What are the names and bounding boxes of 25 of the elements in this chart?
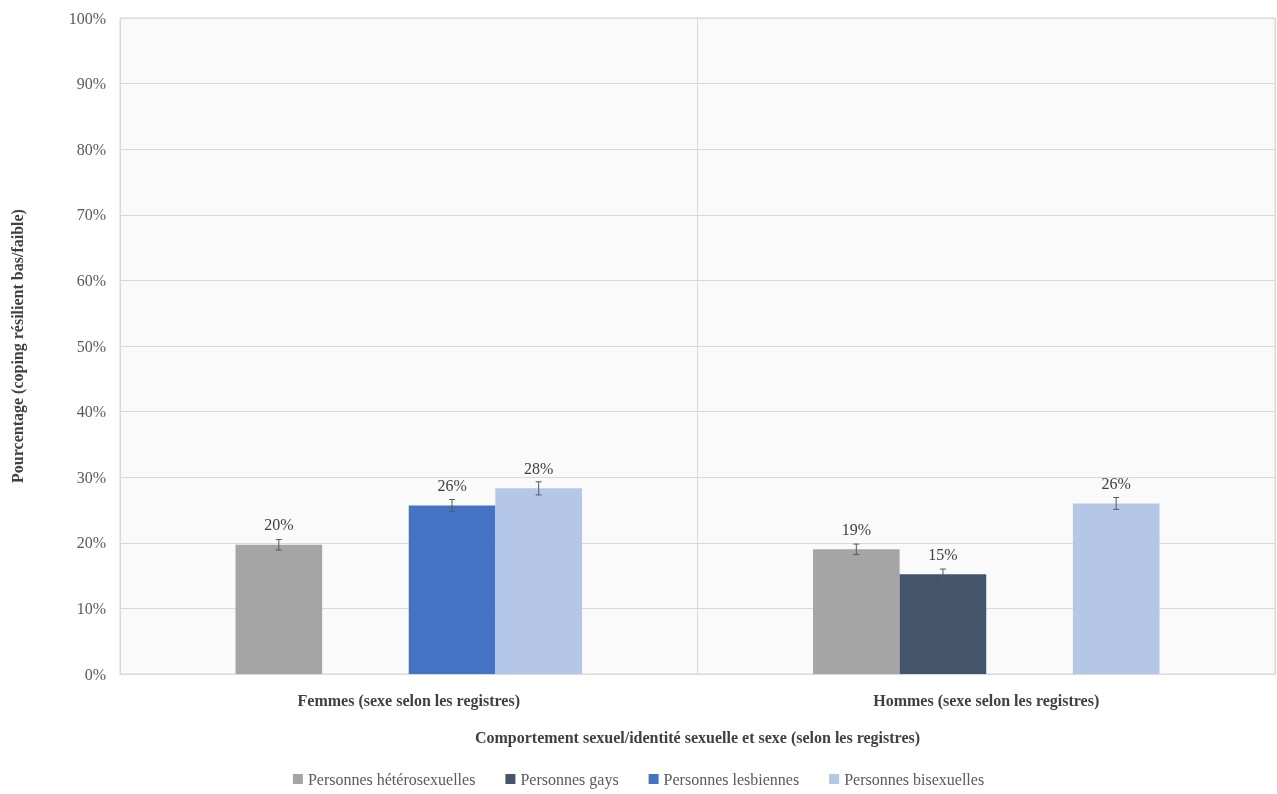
x-tick-label: Femmes (sexe selon les registres) — [297, 691, 520, 710]
legend-label: Personnes lesbiennes — [663, 770, 800, 788]
y-tick-label: 50% — [76, 337, 106, 355]
y-tick-label: 90% — [76, 75, 106, 93]
y-tick-label: 70% — [76, 206, 106, 224]
y-tick-label: 10% — [76, 599, 106, 617]
legend-label: Personnes bisexuelles — [844, 770, 985, 788]
legend-label: Personnes gays — [520, 770, 619, 789]
data-label: 26% — [437, 476, 467, 494]
data-label: 15% — [928, 545, 958, 563]
data-label: 19% — [841, 520, 871, 538]
data-label: 26% — [1101, 474, 1131, 492]
y-axis-title: Pourcentage (coping résilient bas/faible) — [8, 209, 27, 483]
y-tick-label: 60% — [76, 271, 106, 289]
y-tick-label: 100% — [68, 9, 106, 27]
legend-label: Personnes hétérosexuelles — [307, 770, 476, 788]
y-tick-label: 20% — [76, 534, 106, 552]
data-label: 28% — [524, 459, 554, 477]
x-tick-label: Hommes (sexe selon les registres) — [873, 691, 1100, 710]
data-label: 20% — [264, 516, 294, 534]
y-tick-label: 80% — [76, 140, 106, 158]
y-tick-label: 40% — [76, 403, 106, 421]
x-axis-title: Comportement sexuel/identité sexuelle et sexe (selon les registres) — [474, 728, 921, 747]
y-tick-label: 0% — [84, 665, 106, 683]
y-tick-label: 30% — [76, 468, 106, 486]
